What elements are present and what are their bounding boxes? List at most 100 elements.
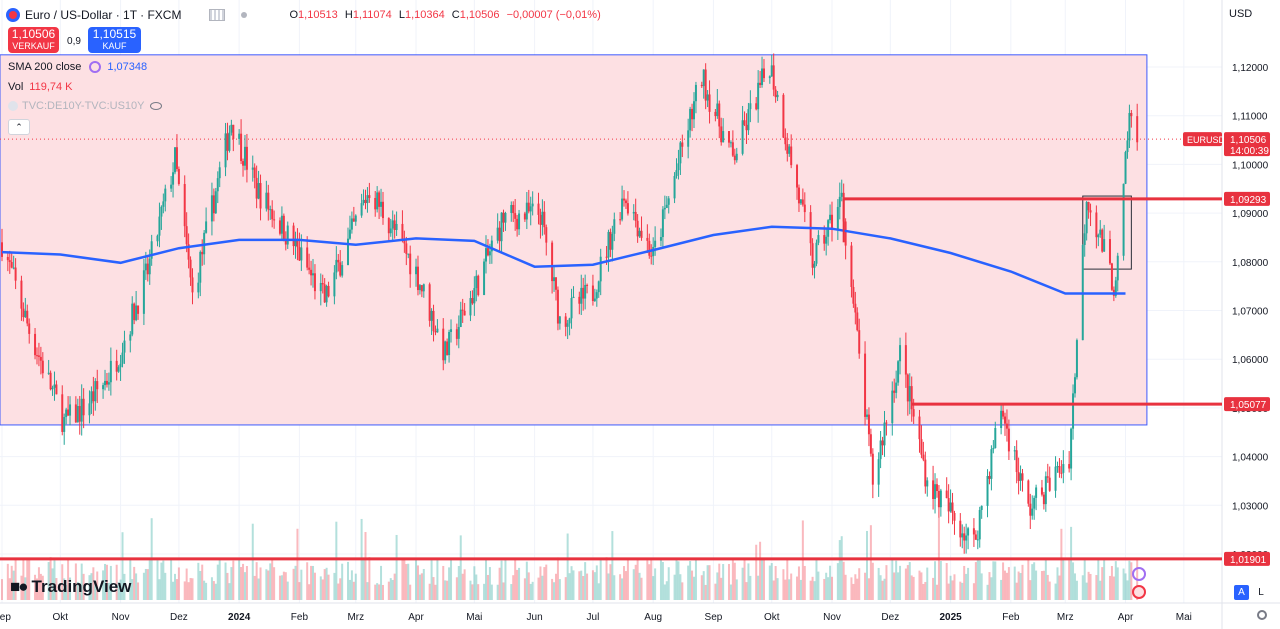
candle-body [801, 199, 804, 205]
volume-bar [654, 568, 657, 600]
candle-body [422, 284, 425, 292]
candle-body [599, 256, 602, 282]
eye-hidden-icon[interactable] [150, 102, 163, 110]
candle-body [584, 284, 587, 299]
volume-bar [170, 559, 173, 600]
currency-label[interactable]: USD [1229, 8, 1253, 20]
volume-bar [745, 582, 748, 600]
volume-bar [393, 573, 396, 600]
volume-bar [446, 580, 449, 600]
gear-icon[interactable] [1257, 610, 1267, 620]
market-status-icon[interactable] [209, 9, 226, 21]
volume-bar [333, 572, 336, 600]
candle-body [733, 155, 736, 161]
candle-body [621, 198, 624, 220]
volume-bar [755, 544, 758, 600]
volume-bar [1101, 567, 1104, 600]
candle-body [119, 363, 122, 368]
candle-body [321, 283, 324, 285]
volume-bar [718, 563, 721, 600]
candle-body [708, 94, 711, 112]
candle-body [706, 94, 709, 101]
candle-body [197, 282, 200, 293]
sell-button[interactable]: 1,10506 VERKAUF [8, 27, 59, 53]
buy-button[interactable]: 1,10515 KAUF [88, 27, 141, 53]
time-tick-label: Dez [170, 612, 188, 623]
volume-bar [564, 577, 567, 600]
collapse-legend-button[interactable]: ⌃ [8, 119, 30, 135]
time-tick-label: 2024 [228, 612, 251, 623]
volume-bar [595, 565, 598, 600]
event-lightning-icon[interactable] [1132, 567, 1146, 581]
volume-bar [922, 583, 925, 600]
volume-bar [271, 558, 274, 600]
candle-body [864, 353, 867, 417]
volume-bar [648, 564, 651, 600]
volume-bar [469, 580, 472, 600]
candle-body [1126, 140, 1129, 153]
volume-bar [687, 565, 690, 600]
level-price-label: 1,01901 [1230, 555, 1267, 566]
legend-sma[interactable]: SMA 200 close 1,07348 [8, 61, 147, 73]
volume-bar [164, 572, 167, 600]
legend-compare[interactable]: TVC:DE10Y-TVC:US10Y [8, 100, 163, 112]
volume-bar [774, 566, 777, 600]
candle-body [1, 242, 3, 257]
volume-bar [61, 564, 64, 600]
event-us-flag-icon[interactable] [1132, 585, 1146, 599]
candle-body [442, 328, 445, 361]
candle-body [516, 218, 519, 230]
candle-body [216, 178, 219, 192]
volume-bar [613, 575, 616, 600]
candle-body [976, 539, 979, 541]
candle-body [972, 528, 975, 535]
volume-bar [78, 583, 81, 600]
candle-body [694, 84, 697, 102]
candle-body [529, 206, 532, 212]
candle-body [722, 131, 725, 143]
volume-bar [255, 562, 258, 600]
candle-body [434, 331, 437, 333]
symbol-title[interactable]: Euro / US-Dollar · 1T · FXCM [25, 8, 182, 22]
candle-body [1019, 473, 1022, 481]
volume-bar [430, 560, 433, 600]
refresh-icon[interactable] [89, 61, 102, 73]
chart-header: Euro / US-Dollar · 1T · FXCM O1,10513 H1… [6, 5, 605, 25]
candle-body [1005, 423, 1008, 429]
candle-body [514, 213, 517, 219]
volume-bar [556, 557, 559, 600]
volume-bar [1017, 571, 1020, 600]
candle-body [691, 108, 694, 120]
candle-body [537, 203, 540, 215]
volume-bar [1085, 582, 1088, 600]
compare-label: TVC:DE10Y-TVC:US10Y [22, 100, 145, 112]
candle-body [1035, 487, 1038, 498]
volume-bar [183, 581, 186, 600]
volume-bar [661, 562, 664, 600]
auto-scale-button[interactable]: A [1234, 585, 1249, 600]
volume-bar [659, 559, 662, 600]
volume-bar [257, 578, 260, 600]
tv-logo-icon: ■● [10, 577, 28, 596]
time-tick-label: Okt [764, 612, 780, 623]
volume-bar [906, 565, 909, 600]
candle-body [121, 352, 124, 364]
volume-bar [797, 566, 800, 600]
log-scale-button[interactable]: L [1258, 587, 1264, 598]
vol-label: Vol [8, 81, 24, 93]
candle-body [389, 228, 392, 234]
candle-body [401, 223, 404, 239]
volume-bar [531, 581, 534, 600]
candle-body [840, 192, 843, 197]
candle-body [1087, 202, 1090, 211]
candle-body [776, 94, 779, 98]
volume-bar [442, 565, 445, 600]
legend-volume[interactable]: Vol 119,74 K [8, 81, 73, 93]
volume-bar [831, 576, 834, 600]
volume-bar [591, 570, 594, 600]
volume-bar [296, 528, 299, 600]
candle-body [772, 65, 775, 90]
volume-bar [518, 567, 521, 600]
candle-body [26, 310, 29, 324]
